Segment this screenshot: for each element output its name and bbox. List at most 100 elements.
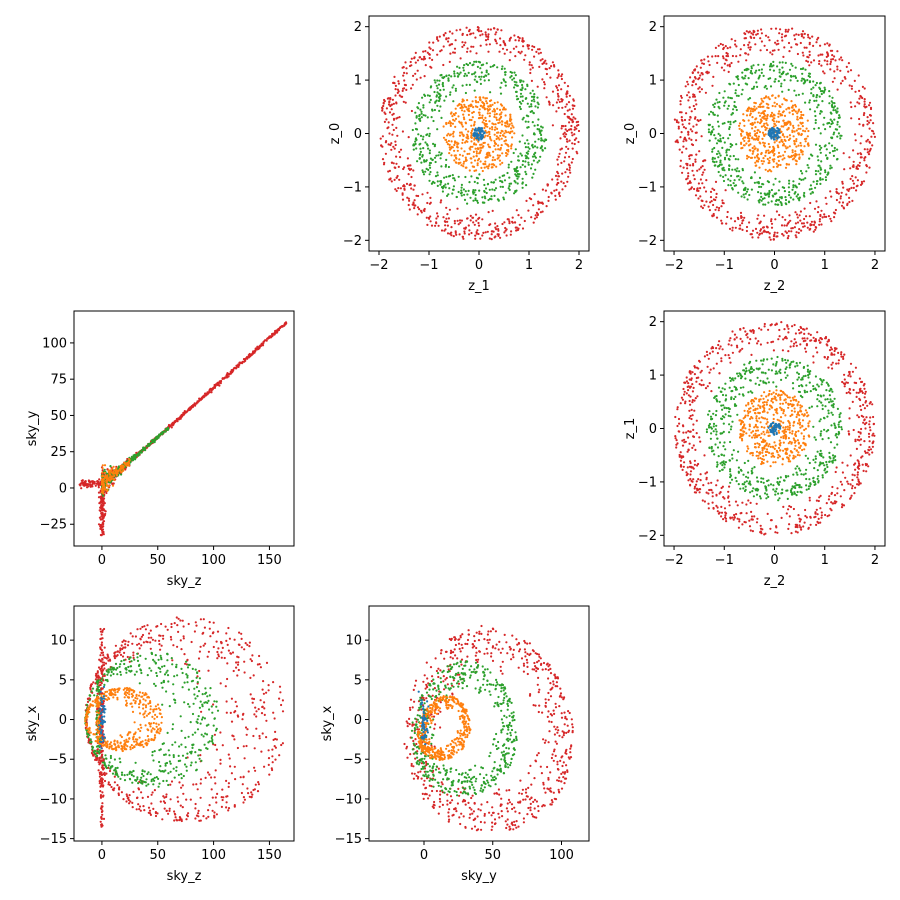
point-red: [722, 518, 725, 521]
point-red: [783, 35, 787, 38]
point-green: [780, 378, 783, 381]
point-red: [808, 215, 811, 218]
point-green: [521, 118, 524, 121]
point-orange: [749, 112, 752, 115]
point-red: [823, 72, 826, 75]
point-red: [678, 422, 681, 425]
point-red: [840, 56, 843, 59]
point-green: [800, 378, 803, 381]
point-green: [533, 153, 536, 156]
point-green: [465, 74, 468, 77]
point-green: [438, 109, 441, 112]
point-orange: [768, 161, 771, 164]
point-green: [711, 150, 714, 153]
point-orange: [476, 159, 479, 162]
point-green: [755, 359, 758, 362]
point-red: [852, 160, 855, 163]
point-red: [701, 182, 704, 185]
point-green: [788, 191, 791, 194]
point-green: [436, 91, 439, 94]
point-green: [729, 428, 733, 431]
point-green: [434, 100, 437, 103]
point-red: [752, 331, 755, 334]
point-orange: [750, 431, 753, 434]
point-orange: [762, 100, 765, 103]
point-green: [419, 153, 422, 156]
point-red: [834, 59, 837, 62]
point-red: [482, 231, 485, 234]
point-red: [814, 511, 817, 514]
point-green: [710, 445, 713, 449]
point-red: [805, 516, 809, 519]
point-green: [711, 125, 714, 128]
point-red: [680, 111, 683, 114]
point-orange: [457, 115, 460, 118]
point-red: [795, 523, 799, 526]
point-orange: [467, 137, 470, 140]
point-green: [775, 362, 778, 365]
point-green: [836, 120, 839, 124]
point-orange: [760, 125, 764, 128]
point-orange: [504, 108, 507, 111]
point-blue: [772, 135, 775, 138]
point-red: [802, 222, 806, 225]
point-red: [566, 109, 569, 112]
point-red: [428, 53, 431, 56]
point-green: [833, 422, 836, 425]
point-red: [800, 528, 803, 531]
point-orange: [803, 448, 806, 451]
point-green: [494, 187, 498, 190]
point-green: [428, 149, 431, 152]
point-green: [793, 89, 796, 92]
point-green: [821, 438, 824, 441]
point-red: [466, 217, 469, 220]
point-red: [821, 216, 824, 219]
point-green: [491, 65, 494, 68]
point-red: [848, 407, 851, 410]
point-green: [776, 372, 779, 375]
point-red: [780, 516, 783, 520]
point-green: [512, 151, 515, 155]
point-red: [695, 65, 698, 68]
point-red: [859, 438, 863, 441]
point-red: [409, 164, 412, 167]
point-green: [780, 85, 783, 88]
point-red: [557, 95, 560, 98]
point-orange: [751, 451, 754, 455]
point-red: [551, 61, 555, 64]
point-green: [777, 483, 781, 486]
point-green: [747, 77, 750, 80]
point-green: [718, 441, 722, 444]
point-orange: [468, 147, 471, 150]
point-red: [538, 48, 541, 51]
point-green: [730, 97, 734, 100]
point-red: [679, 451, 682, 454]
point-red: [477, 232, 480, 236]
point-red: [564, 124, 567, 128]
point-red: [817, 36, 820, 40]
point-red: [559, 137, 562, 140]
point-red: [511, 216, 514, 219]
y-tick-label: 2: [649, 20, 657, 35]
point-orange: [757, 404, 760, 407]
point-red: [504, 229, 507, 232]
point-red: [693, 409, 696, 412]
point-green: [810, 88, 813, 91]
point-green: [721, 415, 725, 418]
point-red: [563, 112, 566, 116]
point-red: [692, 164, 695, 167]
point-red: [844, 476, 847, 479]
point-red: [700, 199, 703, 202]
point-orange: [498, 154, 501, 157]
point-red: [728, 485, 731, 488]
point-green: [819, 151, 822, 154]
point-green: [815, 96, 818, 99]
point-green: [817, 481, 820, 484]
point-red: [674, 437, 677, 440]
point-red: [714, 208, 717, 211]
point-red: [798, 228, 801, 231]
point-green: [760, 68, 764, 71]
point-green: [831, 150, 835, 153]
point-green: [719, 432, 722, 435]
